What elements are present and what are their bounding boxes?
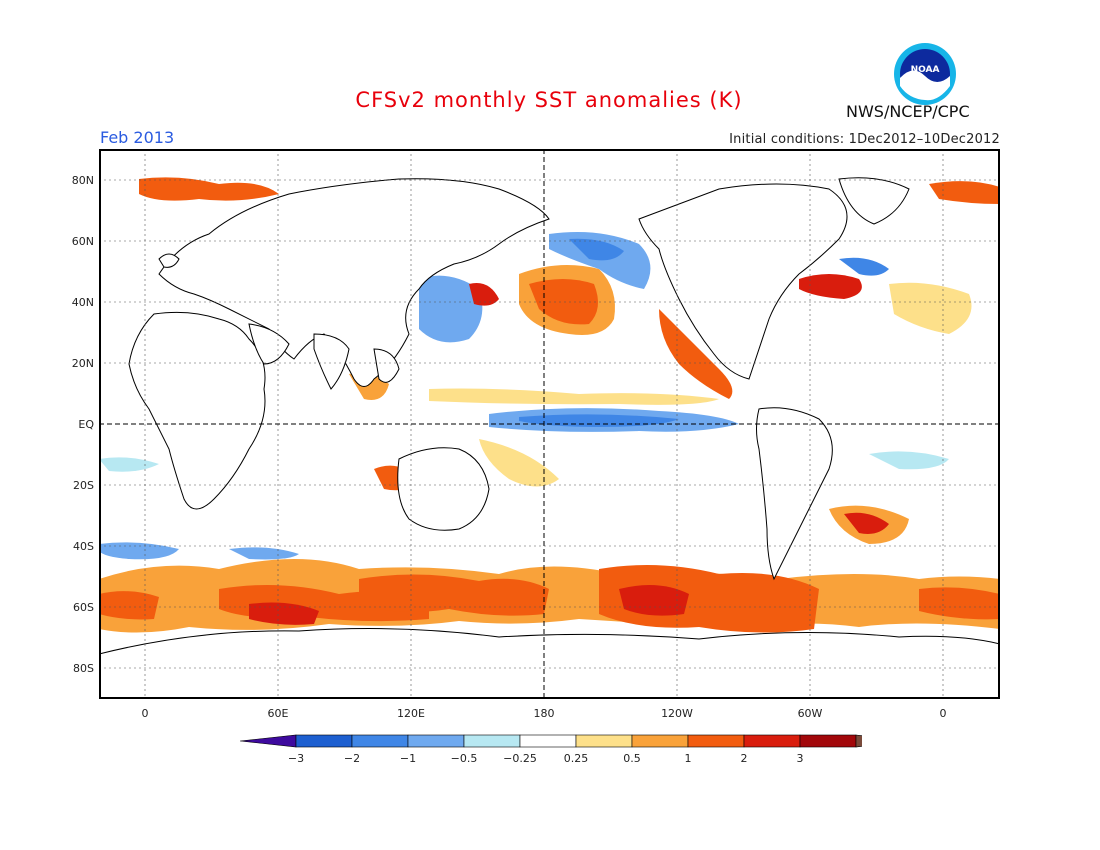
colorbar-segment [295,734,353,748]
ylabel-20s: 20S [73,479,94,492]
map-border [99,149,1000,699]
xlabel-180: 180 [533,707,555,720]
colorbar [240,734,862,748]
ylabel-40s: 40S [73,540,94,553]
colorbar-segment [463,734,521,748]
colorbar-max-arrow [855,734,862,748]
xlabel-120e: 120E [397,707,425,720]
colorbar-label: −2 [343,752,361,765]
colorbar-label: −0.5 [450,752,478,765]
colorbar-label: 0.5 [623,752,641,765]
colorbar-label: 0.25 [563,752,589,765]
colorbar-segment [575,734,633,748]
colorbar-segment [407,734,465,748]
colorbar-label: −1 [399,752,417,765]
colorbar-min-arrow [240,734,297,748]
ylabel-60s: 60S [73,601,94,614]
xlabel-0-east: 0 [939,707,947,720]
ylabel-eq: EQ [78,418,94,431]
colorbar-segment [519,734,577,748]
ylabel-60n: 60N [71,235,94,248]
colorbar-label: 2 [740,752,748,765]
colorbar-label: −0.25 [503,752,537,765]
anomaly-fields [99,177,1000,652]
ylabel-80n: 80N [71,174,94,187]
colorbar-segment [799,734,857,748]
forecast-month: Feb 2013 [100,128,175,147]
colorbar-label: 3 [796,752,804,765]
colorbar-segment [631,734,689,748]
chart-title: CFSv2 monthly SST anomalies (K) [355,88,743,112]
ylabel-80s: 80S [73,662,94,675]
xlabel-0: 0 [141,707,149,720]
agency-label: NWS/NCEP/CPC [846,102,970,121]
colorbar-segment [351,734,409,748]
initial-conditions: Initial conditions: 1Dec2012–10Dec2012 [729,132,1000,147]
colorbar-segment [687,734,745,748]
landmasses [99,177,1000,699]
ylabel-20n: 20N [71,357,94,370]
xlabel-120w: 120W [661,707,693,720]
xlabel-60w: 60W [797,707,823,720]
noaa-logo: NOAA [893,42,957,106]
colorbar-label: −3 [287,752,305,765]
ylabel-40n: 40N [71,296,94,309]
logo-text: NOAA [911,65,940,75]
colorbar-segment [743,734,801,748]
xlabel-60e: 60E [267,707,289,720]
reference-lines [99,149,1000,699]
sst-anomaly-map [99,149,1000,699]
colorbar-label: 1 [684,752,692,765]
